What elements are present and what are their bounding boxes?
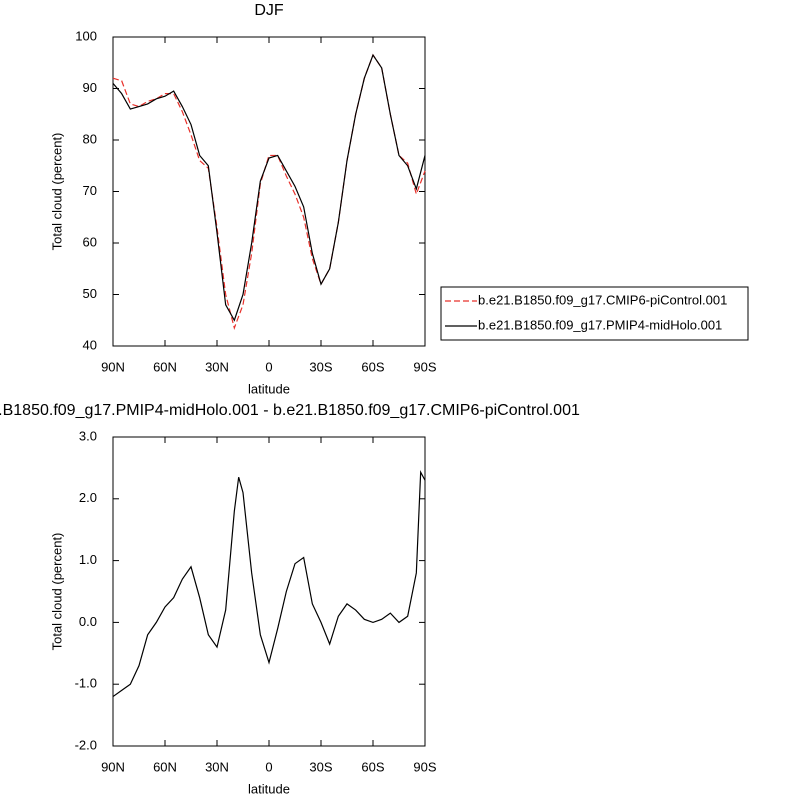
x-tick-label: 60S: [361, 359, 384, 374]
x-tick-label: 30S: [309, 759, 332, 774]
x-tick-label: 90N: [101, 759, 125, 774]
y-tick-label: 70: [83, 183, 97, 198]
line-series: [112, 470, 426, 698]
x-tick-label: 0: [265, 759, 272, 774]
x-tick-label: 30N: [205, 759, 229, 774]
x-tick-label: 30S: [309, 359, 332, 374]
legend-label: b.e21.B1850.f09_g17.CMIP6-piControl.001: [478, 292, 727, 307]
x-tick-label: 60S: [361, 759, 384, 774]
y-tick-label: 1.0: [79, 552, 97, 567]
x-tick-label: 60N: [153, 359, 177, 374]
y-tick-label: 90: [83, 80, 97, 95]
x-tick-label: 0: [265, 359, 272, 374]
y-tick-label: 60: [83, 234, 97, 249]
plot-frame: [112, 36, 426, 347]
legend-label: b.e21.B1850.f09_g17.PMIP4-midHolo.001: [478, 317, 722, 332]
chart-title: b.e21.B1850.f09_g17.PMIP4-midHolo.001 - …: [0, 402, 580, 419]
x-axis-label: latitude: [248, 781, 290, 796]
x-tick-label: 90S: [413, 359, 436, 374]
y-tick-label: 50: [83, 286, 97, 301]
y-tick-label: 0.0: [79, 614, 97, 629]
y-tick-label: 40: [83, 337, 97, 352]
x-tick-label: 60N: [153, 759, 177, 774]
x-axis-label: latitude: [248, 381, 290, 396]
x-tick-label: 30N: [205, 359, 229, 374]
line-series: [112, 53, 426, 322]
y-axis-label: Total cloud (percent): [49, 133, 64, 251]
y-tick-label: -1.0: [75, 676, 97, 691]
plot-frame: [112, 436, 426, 747]
y-axis-label: Total cloud (percent): [49, 533, 64, 651]
legend-box: [440, 286, 749, 341]
y-tick-label: 80: [83, 131, 97, 146]
x-tick-label: 90N: [101, 359, 125, 374]
chart-title: DJF: [254, 2, 284, 19]
y-tick-label: 2.0: [79, 490, 97, 505]
y-tick-label: 3.0: [79, 428, 97, 443]
x-tick-label: 90S: [413, 759, 436, 774]
y-tick-label: -2.0: [75, 737, 97, 752]
line-series: [112, 53, 426, 330]
y-tick-label: 100: [75, 28, 97, 43]
